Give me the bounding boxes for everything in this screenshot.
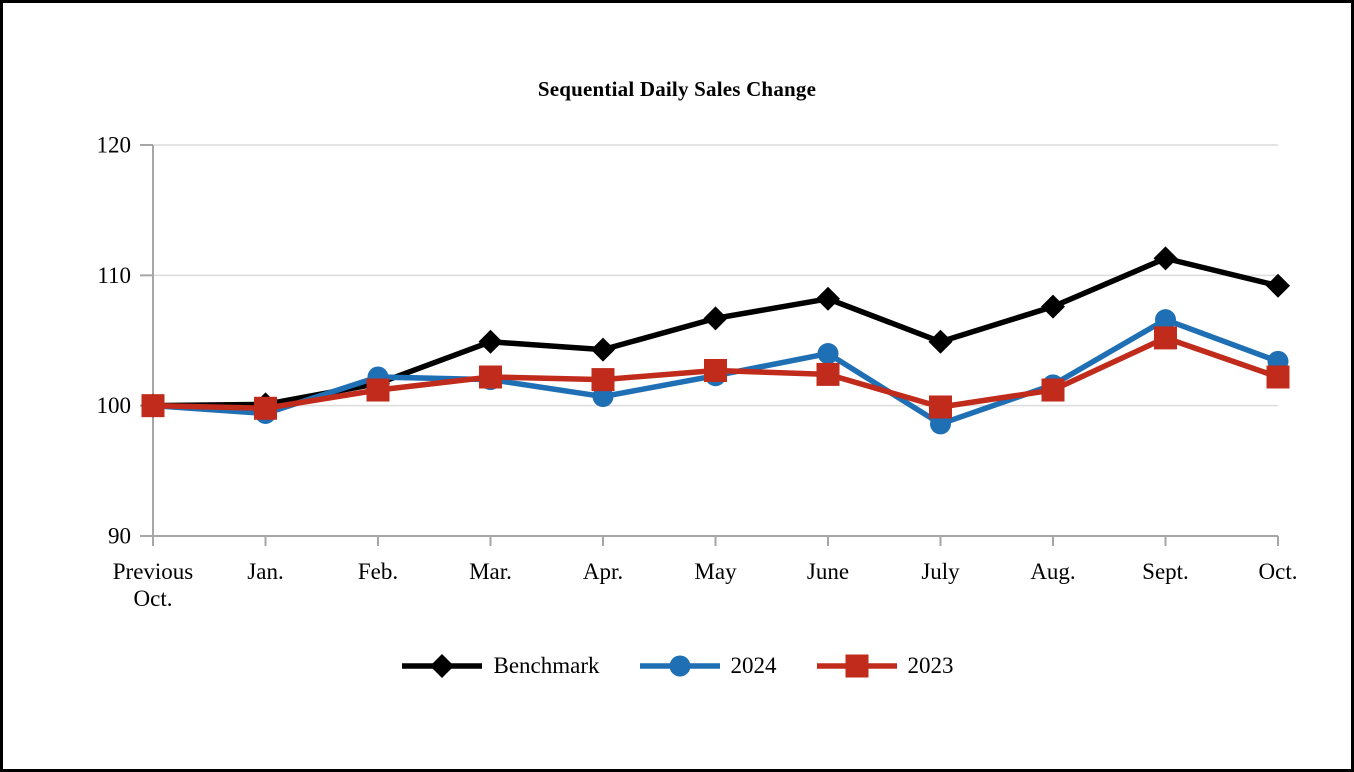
- legend-item-2024: 2024: [638, 651, 777, 681]
- x-tick-label-0-line1: Previous: [113, 559, 194, 584]
- series-benchmark-marker-diamond: [1266, 273, 1290, 298]
- legend-swatch-square-icon: [816, 654, 897, 678]
- x-tick-label-3: Mar.: [469, 559, 512, 584]
- series-benchmark-marker-diamond: [816, 286, 840, 311]
- series-2024-marker-circle: [1155, 309, 1176, 331]
- series-benchmark-marker-diamond: [591, 337, 615, 362]
- x-tick-label-4: Apr.: [583, 559, 623, 584]
- x-tick-label-8: Aug.: [1030, 559, 1075, 584]
- series-2023-marker-square: [366, 378, 390, 402]
- series-2023-marker-square: [816, 362, 840, 386]
- x-tick-label-1: Jan.: [247, 559, 283, 584]
- x-tick-label-9: Sept.: [1142, 559, 1189, 584]
- series-benchmark-marker-diamond: [928, 329, 953, 354]
- x-tick-label-2: Feb.: [358, 559, 398, 584]
- chart-legend: Benchmark 2024 2023: [3, 651, 1351, 681]
- series-2023-marker-square: [479, 365, 502, 389]
- series-benchmark-marker-diamond: [478, 329, 503, 354]
- x-tick-label-7: July: [921, 559, 960, 584]
- legend-label-2023: 2023: [907, 653, 954, 678]
- legend-label-2024: 2024: [730, 653, 777, 678]
- chart-title: Sequential Daily Sales Change: [537, 77, 817, 101]
- series-2023-marker-square: [254, 396, 277, 420]
- y-tick-label-120: 120: [97, 133, 132, 158]
- legend-swatch-diamond-icon: [402, 654, 483, 678]
- x-tick-label-0-line2: Oct.: [134, 586, 173, 611]
- legend-swatch-circle-icon: [639, 655, 720, 677]
- legend-item-2023: 2023: [815, 651, 954, 681]
- series-2023-marker-square: [929, 395, 952, 419]
- y-tick-label-100: 100: [97, 393, 132, 418]
- series-2023-marker-square: [1266, 365, 1290, 389]
- series-2024-marker-circle: [930, 413, 951, 435]
- x-tick-label-6: June: [807, 559, 849, 584]
- series-2023-marker-square: [1154, 326, 1177, 350]
- series-2024-marker-circle: [817, 343, 839, 365]
- x-tick-label-5: May: [694, 559, 737, 584]
- series-2024-marker-circle: [592, 386, 614, 408]
- legend-item-benchmark: Benchmark: [400, 651, 600, 681]
- series-benchmark-marker-diamond: [703, 306, 728, 331]
- series-2023-marker-square: [1041, 378, 1065, 402]
- series-2023-marker-square: [141, 394, 165, 418]
- series-benchmark-marker-diamond: [1153, 246, 1178, 271]
- series-benchmark-marker-diamond: [1041, 294, 1065, 319]
- y-tick-label-90: 90: [108, 524, 131, 549]
- series-2023-marker-square: [704, 358, 727, 382]
- legend-label-benchmark: Benchmark: [493, 653, 600, 678]
- y-tick-label-110: 110: [97, 263, 131, 288]
- series-2023-marker-square: [591, 368, 615, 392]
- x-tick-label-10: Oct.: [1259, 559, 1298, 584]
